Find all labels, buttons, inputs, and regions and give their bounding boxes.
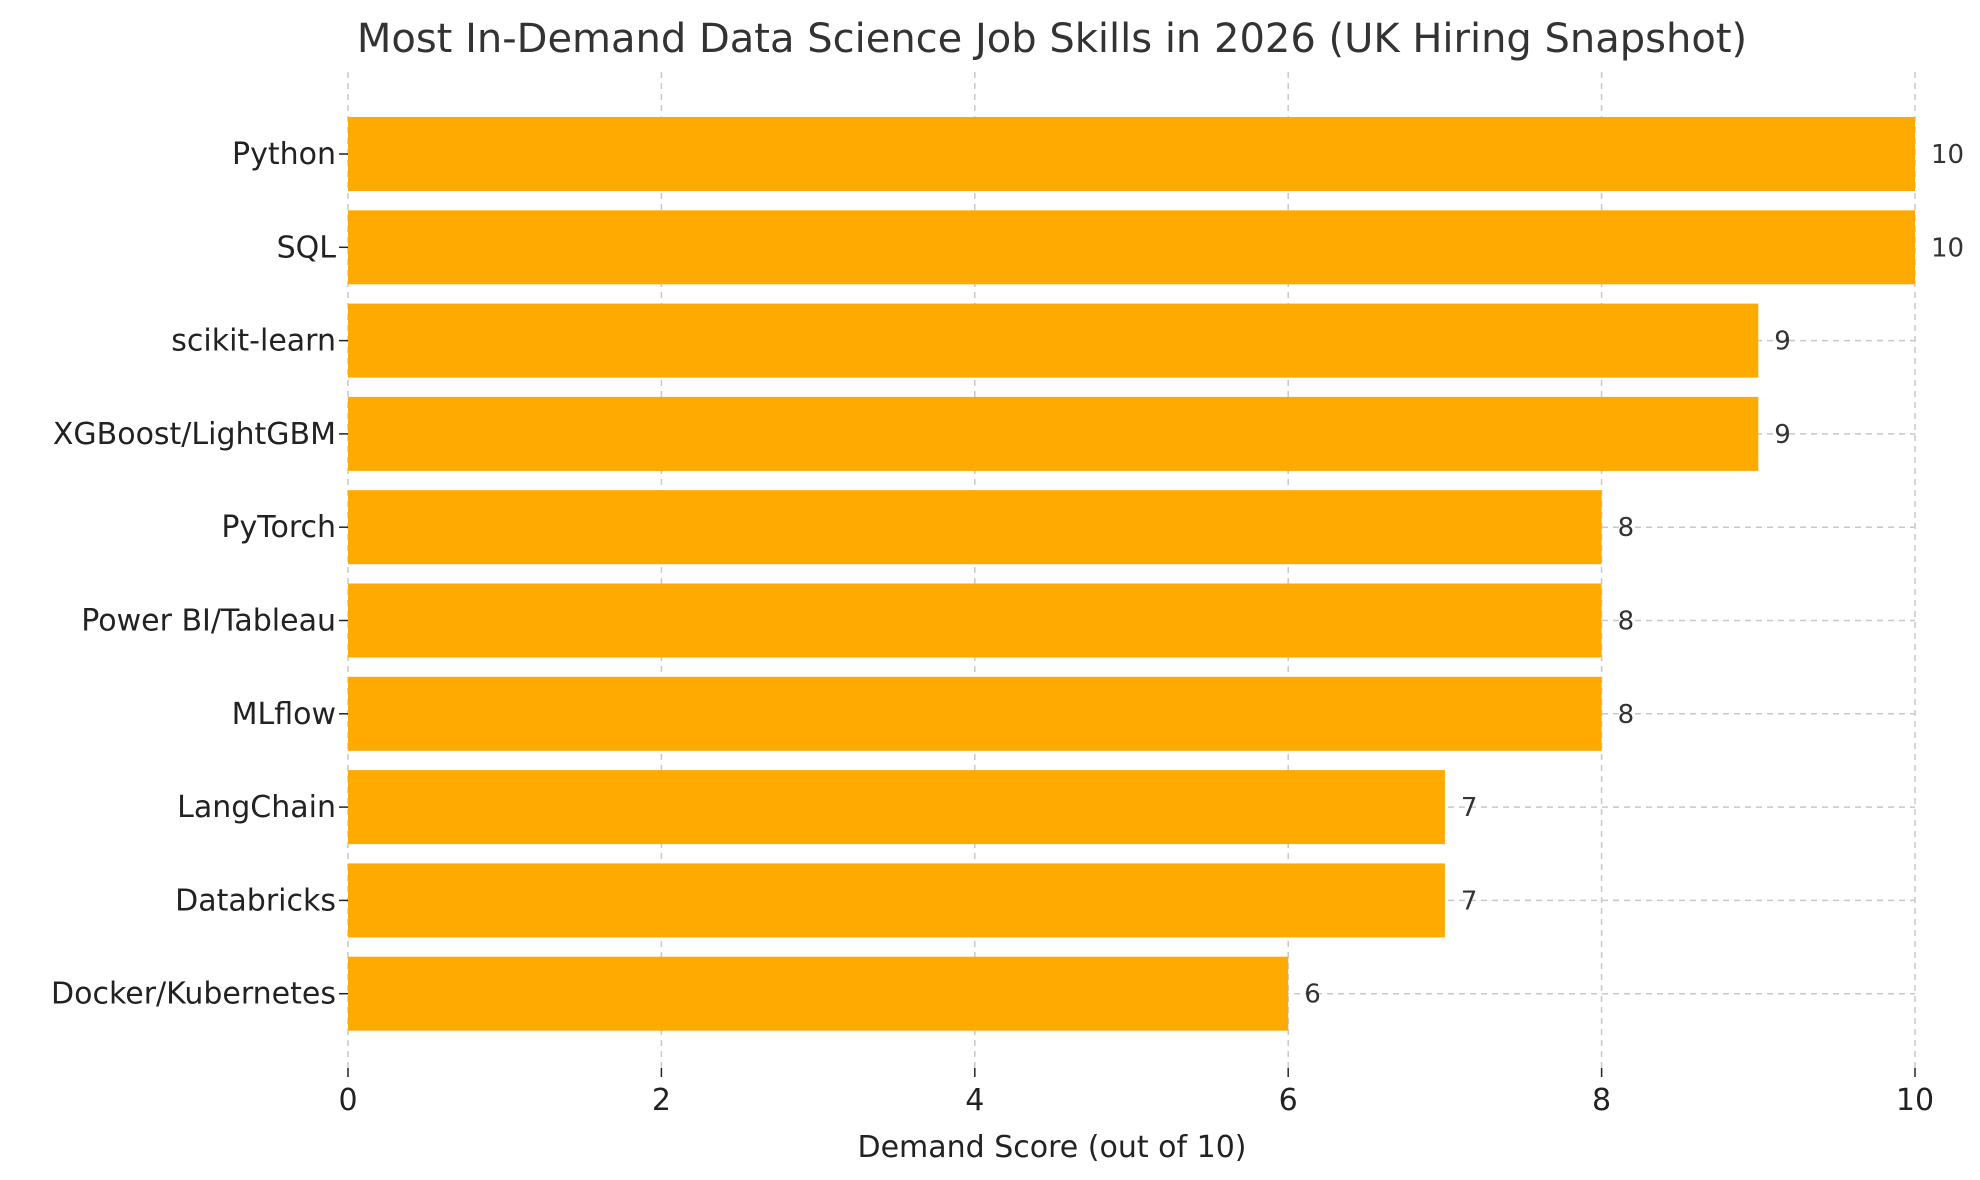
category-label-4: PyTorch (221, 510, 336, 545)
value-label-2: 9 (1774, 327, 1791, 357)
bar-2 (348, 303, 1759, 378)
bar-0 (348, 117, 1915, 191)
value-label-5: 8 (1618, 607, 1635, 637)
bar-4 (348, 490, 1602, 565)
category-label-8: Databricks (175, 883, 336, 918)
x-tick-label-3: 6 (1279, 1083, 1298, 1118)
axes: Python SQL scikit-learn XGBoost/LightGBM PyT… (51, 137, 1934, 1118)
category-label-9: Docker/Kubernetes (51, 977, 336, 1012)
category-label-0: Python (232, 137, 336, 172)
value-label-9: 6 (1304, 980, 1321, 1010)
value-label-1: 10 (1931, 233, 1964, 263)
category-label-5: Power BI/Tableau (81, 604, 336, 639)
bar-6 (348, 676, 1602, 751)
category-label-3: XGBoost/LightGBM (53, 417, 336, 452)
category-label-2: scikit-learn (171, 324, 336, 359)
x-tick-label-2: 4 (965, 1083, 984, 1118)
category-label-1: SQL (277, 230, 337, 265)
bar-8 (348, 863, 1445, 938)
category-label-7: LangChain (177, 790, 336, 825)
bar-3 (348, 396, 1759, 471)
value-label-8: 7 (1461, 886, 1478, 916)
bar-5 (348, 583, 1602, 658)
value-label-0: 10 (1931, 140, 1964, 170)
value-label-3: 9 (1774, 420, 1791, 450)
bar-9 (348, 956, 1289, 1031)
x-tick-label-1: 2 (652, 1083, 671, 1118)
category-label-6: MLflow (232, 697, 336, 732)
x-axis-title: Demand Score (out of 10) (857, 1130, 1246, 1165)
bar-1 (348, 210, 1915, 285)
value-label-7: 7 (1461, 793, 1478, 823)
x-tick-label-4: 8 (1592, 1083, 1611, 1118)
x-tick-label-5: 10 (1896, 1083, 1934, 1118)
bars: 10 10 9 9 8 8 8 7 7 6 (348, 117, 1964, 1031)
chart-title: Most In-Demand Data Science Job Skills i… (357, 16, 1747, 62)
value-label-4: 8 (1618, 513, 1635, 543)
x-tick-label-0: 0 (338, 1083, 357, 1118)
value-label-6: 8 (1618, 700, 1635, 730)
bar-7 (348, 770, 1445, 845)
